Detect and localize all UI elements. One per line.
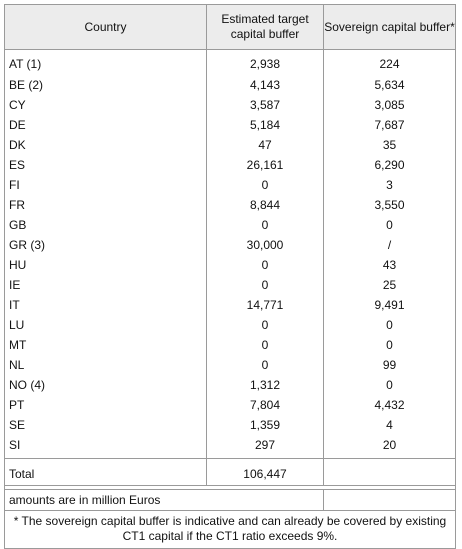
estimated-cell: 297: [206, 435, 324, 459]
table-row: LU 0 0: [4, 315, 456, 335]
country-cell: IE: [4, 275, 207, 295]
estimated-cell: 0: [206, 315, 324, 335]
footnote-row: * The sovereign capital buffer is indica…: [4, 510, 456, 549]
total-sovereign: [323, 463, 456, 486]
table-row: CY 3,587 3,085: [4, 95, 456, 115]
table-row: AT (1) 2,938 224: [4, 49, 456, 75]
country-cell: FI: [4, 175, 207, 195]
sovereign-cell: 0: [323, 375, 456, 395]
table-row: SE 1,359 4: [4, 415, 456, 435]
sovereign-cell: 224: [323, 49, 456, 75]
country-cell: FR: [4, 195, 207, 215]
country-cell: PT: [4, 395, 207, 415]
table-row: IE 0 25: [4, 275, 456, 295]
total-estimated: 106,447: [206, 463, 324, 486]
country-cell: HU: [4, 255, 207, 275]
table-row: MT 0 0: [4, 335, 456, 355]
country-cell: NL: [4, 355, 207, 375]
capital-buffer-table-wrapper: Country Estimated target capital buffer …: [4, 4, 456, 549]
estimated-cell: 14,771: [206, 295, 324, 315]
estimated-cell: 0: [206, 255, 324, 275]
table-row: NL 0 99: [4, 355, 456, 375]
country-cell: DE: [4, 115, 207, 135]
capital-buffer-table: Country Estimated target capital buffer …: [4, 4, 456, 549]
sovereign-cell: 0: [323, 215, 456, 235]
spacer-row: [4, 458, 456, 463]
estimated-cell: 0: [206, 355, 324, 375]
units-note: amounts are in million Euros: [4, 489, 324, 511]
estimated-cell: 26,161: [206, 155, 324, 175]
sovereign-cell: 6,290: [323, 155, 456, 175]
country-cell: CY: [4, 95, 207, 115]
country-cell: BE (2): [4, 75, 207, 95]
gap-row: [4, 485, 456, 490]
estimated-cell: 8,844: [206, 195, 324, 215]
table-row: FR 8,844 3,550: [4, 195, 456, 215]
estimated-cell: 4,143: [206, 75, 324, 95]
estimated-cell: 0: [206, 215, 324, 235]
country-cell: MT: [4, 335, 207, 355]
country-cell: SE: [4, 415, 207, 435]
sovereign-cell: 4: [323, 415, 456, 435]
table-row: SI 297 20: [4, 435, 456, 459]
footnote: * The sovereign capital buffer is indica…: [4, 510, 456, 549]
estimated-cell: 2,938: [206, 49, 324, 75]
table-row: HU 0 43: [4, 255, 456, 275]
country-cell: ES: [4, 155, 207, 175]
estimated-cell: 47: [206, 135, 324, 155]
header-estimated-target-capital-buffer: Estimated target capital buffer: [206, 4, 324, 50]
sovereign-cell: 3,550: [323, 195, 456, 215]
sovereign-cell: /: [323, 235, 456, 255]
sovereign-cell: 0: [323, 335, 456, 355]
sovereign-cell: 4,432: [323, 395, 456, 415]
estimated-cell: 0: [206, 175, 324, 195]
sovereign-cell: 9,491: [323, 295, 456, 315]
estimated-cell: 0: [206, 335, 324, 355]
estimated-cell: 3,587: [206, 95, 324, 115]
table-row: DK 47 35: [4, 135, 456, 155]
sovereign-cell: 5,634: [323, 75, 456, 95]
sovereign-cell: 35: [323, 135, 456, 155]
table-row: NO (4) 1,312 0: [4, 375, 456, 395]
table-row: ES 26,161 6,290: [4, 155, 456, 175]
table-row: IT 14,771 9,491: [4, 295, 456, 315]
table-row: PT 7,804 4,432: [4, 395, 456, 415]
country-cell: AT (1): [4, 49, 207, 75]
total-row: Total 106,447: [4, 463, 456, 486]
table-row: FI 0 3: [4, 175, 456, 195]
country-cell: IT: [4, 295, 207, 315]
table-body: AT (1) 2,938 224 BE (2) 4,143 5,634 CY 3,587 3,0…: [4, 49, 456, 459]
estimated-cell: 0: [206, 275, 324, 295]
country-cell: GB: [4, 215, 207, 235]
sovereign-cell: 3,085: [323, 95, 456, 115]
header-sovereign-capital-buffer: Sovereign capital buffer*: [323, 4, 456, 50]
country-cell: DK: [4, 135, 207, 155]
estimated-cell: 1,312: [206, 375, 324, 395]
country-cell: GR (3): [4, 235, 207, 255]
estimated-cell: 30,000: [206, 235, 324, 255]
table-row: GB 0 0: [4, 215, 456, 235]
estimated-cell: 1,359: [206, 415, 324, 435]
sovereign-cell: 99: [323, 355, 456, 375]
sovereign-cell: 43: [323, 255, 456, 275]
country-cell: LU: [4, 315, 207, 335]
sovereign-cell: 0: [323, 315, 456, 335]
estimated-cell: 7,804: [206, 395, 324, 415]
header-row: Country Estimated target capital buffer …: [4, 4, 456, 50]
units-row: amounts are in million Euros: [4, 489, 456, 511]
sovereign-cell: 3: [323, 175, 456, 195]
units-empty-cell: [323, 489, 456, 511]
header-country: Country: [4, 4, 207, 50]
country-cell: SI: [4, 435, 207, 459]
table-row: BE (2) 4,143 5,634: [4, 75, 456, 95]
sovereign-cell: 25: [323, 275, 456, 295]
country-cell: NO (4): [4, 375, 207, 395]
sovereign-cell: 7,687: [323, 115, 456, 135]
sovereign-cell: 20: [323, 435, 456, 459]
total-label: Total: [4, 463, 207, 486]
table-row: DE 5,184 7,687: [4, 115, 456, 135]
table-row: GR (3) 30,000/: [4, 235, 456, 255]
estimated-cell: 5,184: [206, 115, 324, 135]
